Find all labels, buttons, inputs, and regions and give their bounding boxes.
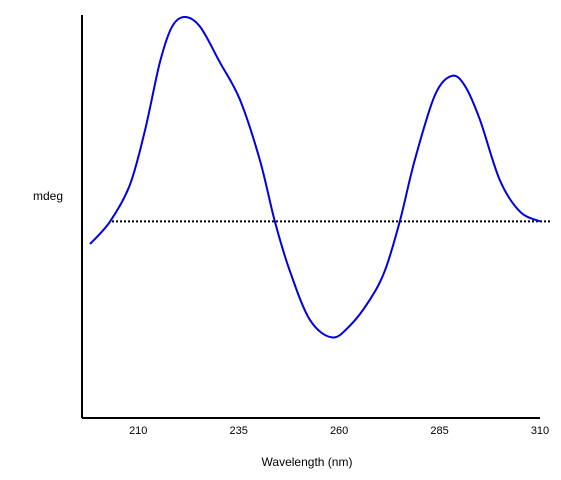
x-tick-label: 310	[531, 425, 549, 437]
y-axis-label: mdeg	[33, 189, 63, 203]
x-tick-label: 260	[330, 425, 348, 437]
x-axis-label: Wavelength (nm)	[262, 455, 353, 469]
x-tick-label: 235	[230, 425, 248, 437]
x-tick-label: 210	[129, 425, 147, 437]
spectrum-line	[89, 15, 541, 339]
x-tick-label: 285	[430, 425, 448, 437]
